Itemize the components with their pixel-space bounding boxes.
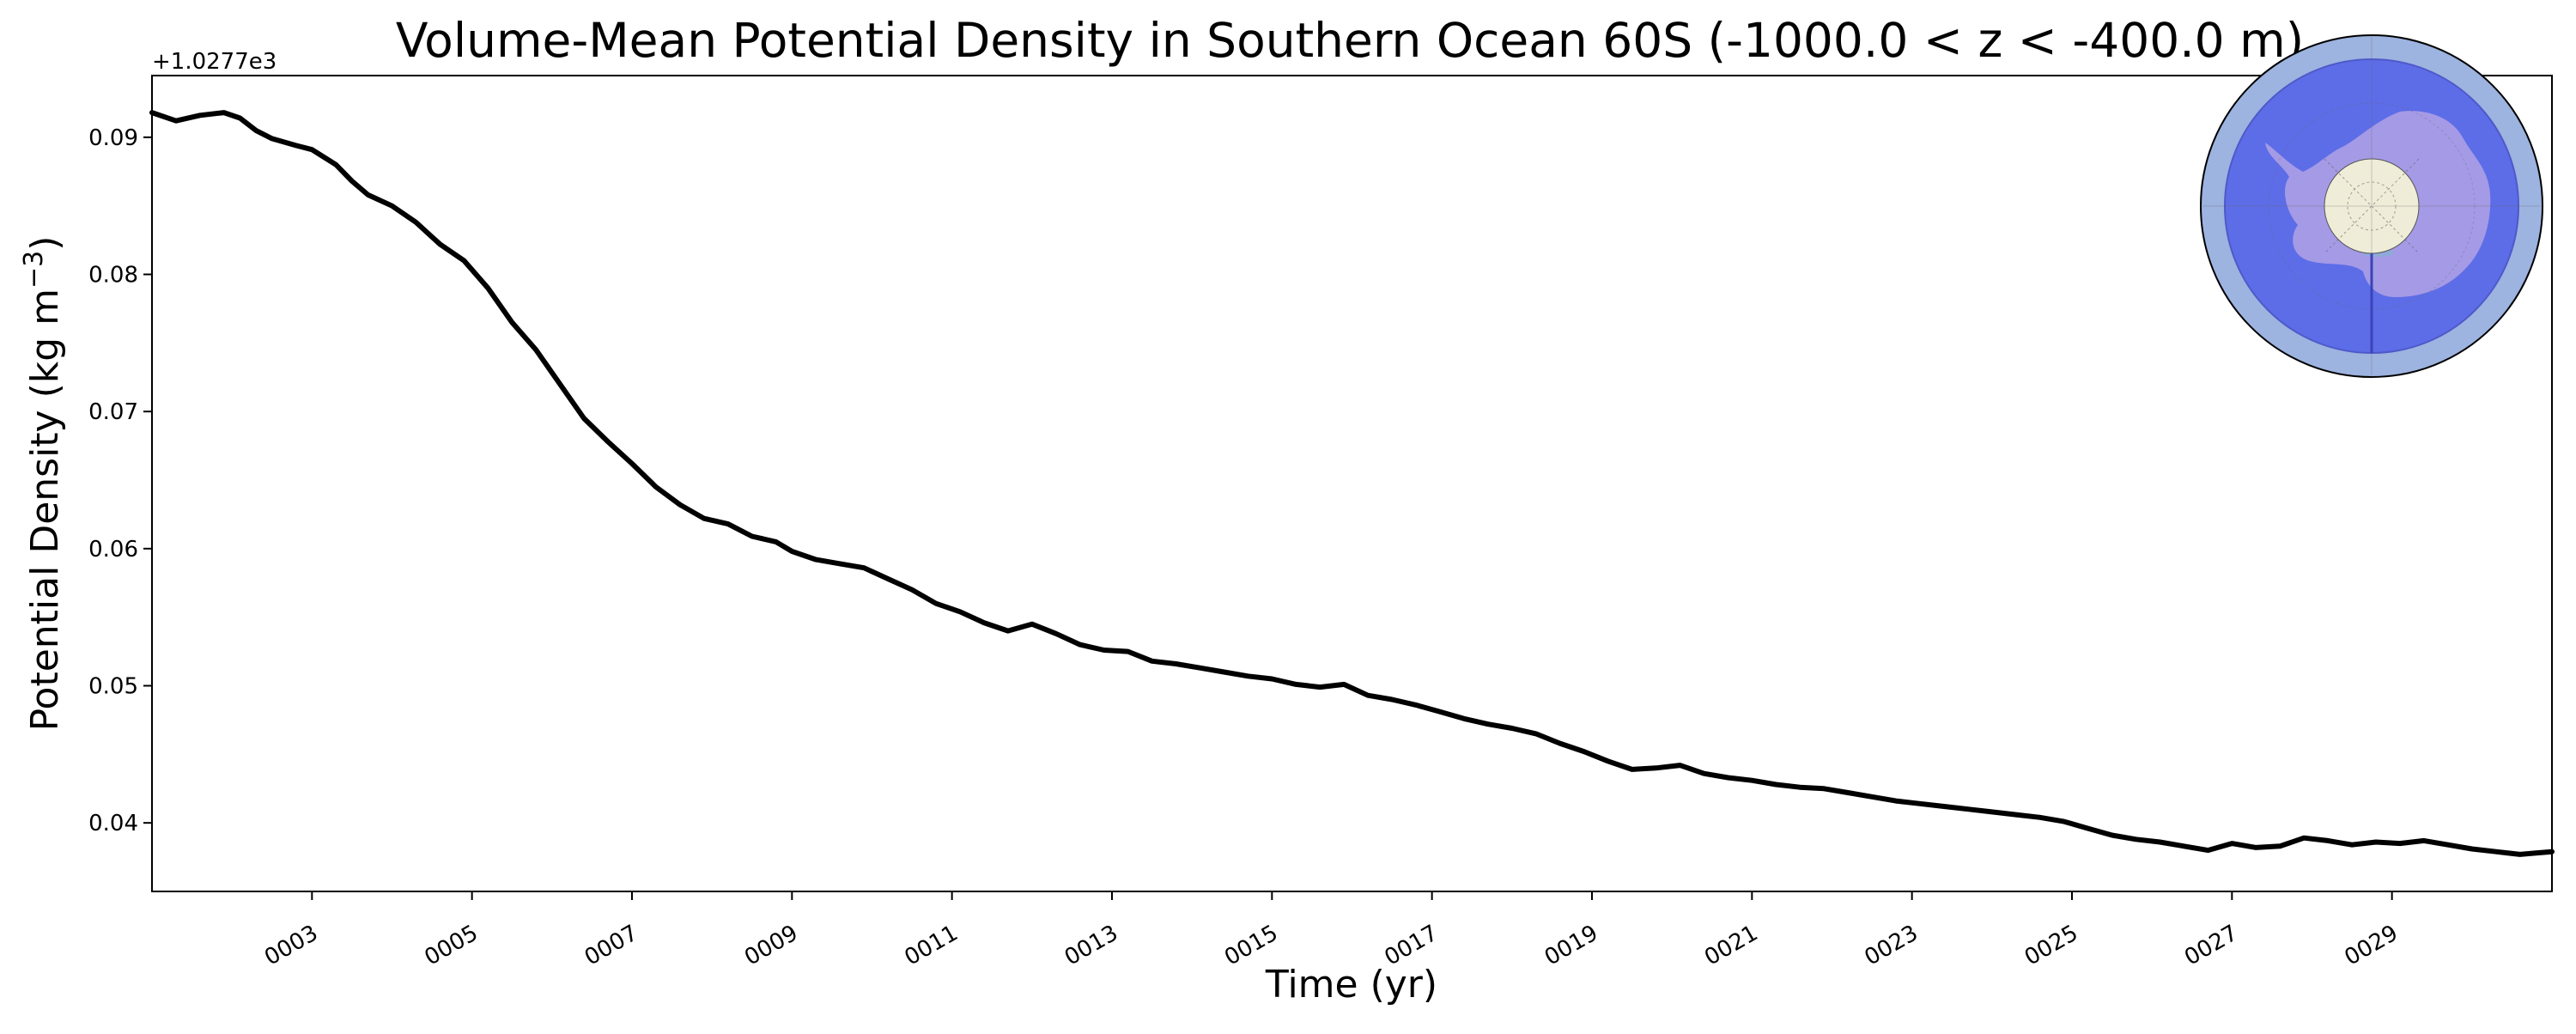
y-axis-label-main: Potential Density (kg m [23,289,67,731]
y-axis-label-close: ) [23,236,67,251]
y-tick-label: 0.09 [88,125,138,151]
series-line [149,110,2555,857]
y-axis-label-superscript: −3 [19,251,49,289]
chart-title: Volume-Mean Potential Density in Souther… [396,13,2304,68]
y-tick-label: 0.08 [88,263,138,289]
antarctica-inset-map [2200,34,2543,378]
y-offset-label: +1.0277e3 [152,49,276,75]
y-tick-label: 0.06 [88,537,138,563]
y-axis-ticks: 0.04 0.05 0.06 0.07 0.08 0.09 [88,125,152,836]
plot-frame [151,75,2553,892]
y-tick-label: 0.07 [88,399,138,425]
y-tick-label: 0.04 [88,811,138,836]
y-axis-label: Potential Density (kg m−3) [19,236,67,732]
x-axis-label: Time (yr) [1265,963,1437,1007]
y-tick-label: 0.05 [88,674,138,700]
